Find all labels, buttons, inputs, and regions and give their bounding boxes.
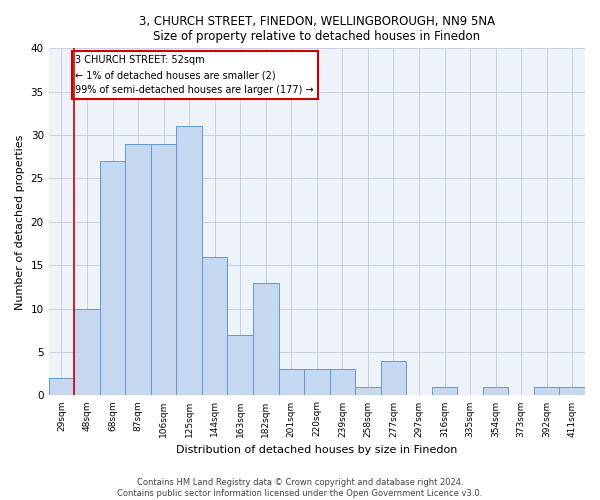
Bar xyxy=(534,387,559,396)
Bar xyxy=(253,282,278,396)
Bar xyxy=(432,387,457,396)
Bar xyxy=(559,387,585,396)
Y-axis label: Number of detached properties: Number of detached properties xyxy=(15,134,25,310)
Text: Contains HM Land Registry data © Crown copyright and database right 2024.
Contai: Contains HM Land Registry data © Crown c… xyxy=(118,478,482,498)
Title: 3, CHURCH STREET, FINEDON, WELLINGBOROUGH, NN9 5NA
Size of property relative to : 3, CHURCH STREET, FINEDON, WELLINGBOROUG… xyxy=(139,15,495,43)
Bar xyxy=(151,144,176,396)
Bar xyxy=(227,334,253,396)
Bar xyxy=(483,387,508,396)
Bar xyxy=(355,387,380,396)
Bar xyxy=(100,161,125,396)
Bar xyxy=(176,126,202,396)
Bar xyxy=(304,370,329,396)
Bar xyxy=(329,370,355,396)
X-axis label: Distribution of detached houses by size in Finedon: Distribution of detached houses by size … xyxy=(176,445,458,455)
Bar xyxy=(380,360,406,396)
Bar xyxy=(125,144,151,396)
Bar xyxy=(74,308,100,396)
Bar xyxy=(202,256,227,396)
Bar xyxy=(278,370,304,396)
Text: 3 CHURCH STREET: 52sqm
← 1% of detached houses are smaller (2)
99% of semi-detac: 3 CHURCH STREET: 52sqm ← 1% of detached … xyxy=(76,56,314,95)
Bar xyxy=(49,378,74,396)
